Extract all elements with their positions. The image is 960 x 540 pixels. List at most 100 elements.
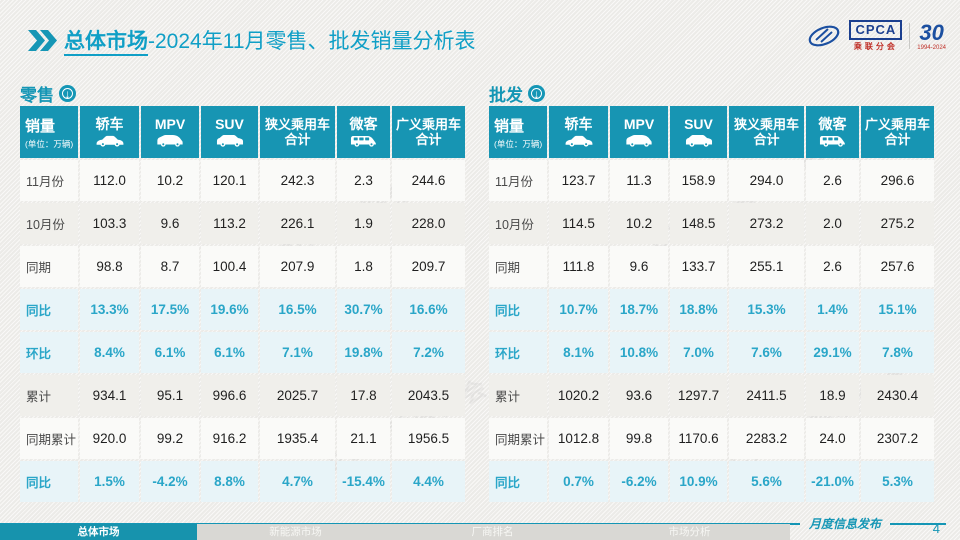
logo-anniversary-number: 30 [919,19,944,45]
column-header-label: 狭义乘用车 合计 [264,117,330,147]
bottom-tab[interactable]: 新能源市场 [269,526,322,538]
column-header: 广义乘用车 合计 [392,106,465,158]
value-cell: 19.6% [201,289,258,330]
value-cell: -6.2% [610,461,668,502]
row-label-cell: 10月份 [489,203,547,244]
row-label-cell: 同期 [489,246,547,287]
value-cell: 15.3% [729,289,804,330]
value-cell: 294.0 [729,160,804,201]
value-cell: 5.3% [861,461,934,502]
sales-unit: (单位：万辆) [25,138,74,149]
row-label-cell: 同比 [20,289,78,330]
column-header-label: 轿车 [564,116,593,132]
value-cell: -21.0% [806,461,859,502]
value-cell: 93.6 [610,375,668,416]
value-cell: 120.1 [201,160,258,201]
value-cell: 158.9 [670,160,727,201]
section-label: 批发 [489,86,523,105]
row-label-cell: 同期累计 [489,418,547,459]
bottom-tab[interactable]: 厂商排名 [471,526,514,538]
column-header: 轿车 [80,106,139,158]
value-cell: 16.6% [392,289,465,330]
value-cell: 8.4% [80,332,139,373]
bottom-tabbar: 总体市场 新能源市场 厂商排名 市场分析 [0,524,790,540]
column-header: SUV [670,106,727,158]
value-cell: 2.6 [806,246,859,287]
value-cell: 1.4% [806,289,859,330]
logo-anniversary-years: 1994-2024 [917,44,946,51]
value-cell: 996.6 [201,375,258,416]
value-cell: 5.6% [729,461,804,502]
value-cell: 99.8 [610,418,668,459]
footer-line [0,522,800,525]
value-cell: 2411.5 [729,375,804,416]
value-cell: 16.5% [260,289,335,330]
page-title-rest: -2024年11月零售、批发销量分析表 [148,30,476,53]
wholesale-sales-table: 销量 (单位：万辆) 轿车 MPV SUV 狭义乘用车 合计 微客 广义乘用车 合计 11月份 123… [489,106,935,502]
value-cell: 99.2 [141,418,199,459]
value-cell: 2.3 [337,160,390,201]
value-cell: 1.8 [337,246,390,287]
column-header: MPV [610,106,668,158]
value-cell: 228.0 [392,203,465,244]
value-cell: 4.7% [260,461,335,502]
value-cell: 6.1% [201,332,258,373]
page-title: 总体市场-2024年11月零售、批发销量分析表 [64,25,476,56]
column-header-label: MPV [623,116,655,132]
column-header-sales: 销量 (单位：万辆) [489,106,547,158]
suv-icon [215,134,245,147]
value-cell: 2430.4 [861,375,934,416]
cpca-logo: CPCA 乘联分会 30 1994-2024 [806,16,946,56]
column-header: 微客 [337,106,390,158]
column-header: 广义乘用车 合计 [861,106,934,158]
value-cell: 10.7% [549,289,608,330]
value-cell: 1020.2 [549,375,608,416]
value-cell: 6.1% [141,332,199,373]
logo-anniversary: 30 1994-2024 [917,19,946,51]
value-cell: 100.4 [201,246,258,287]
value-cell: 8.1% [549,332,608,373]
value-cell: 114.5 [549,203,608,244]
row-label-cell: 11月份 [20,160,78,201]
column-header: 轿车 [549,106,608,158]
value-cell: 17.5% [141,289,199,330]
footer-note: 月度信息发布 [808,517,881,531]
minibus-icon [818,134,848,147]
logo-subtitle: 乘联分会 [853,42,898,51]
suv-icon [684,134,714,147]
download-arrow-icon: ↓ [59,85,76,102]
value-cell: 18.9 [806,375,859,416]
section-label: 零售 [20,86,54,105]
value-cell: 11.3 [610,160,668,201]
value-cell: 103.3 [80,203,139,244]
sedan-icon [95,134,125,147]
value-cell: 2283.2 [729,418,804,459]
value-cell: 226.1 [260,203,335,244]
bottom-tab[interactable]: 市场分析 [668,526,711,538]
logo-cpca-text: CPCA [849,20,903,40]
value-cell: 1.9 [337,203,390,244]
value-cell: 1935.4 [260,418,335,459]
mpv-icon [155,134,185,147]
column-header-label: SUV [684,116,713,132]
value-cell: 0.7% [549,461,608,502]
value-cell: 934.1 [80,375,139,416]
bottom-tab[interactable]: 总体市场 [0,524,197,540]
sedan-icon [564,134,594,147]
value-cell: 7.1% [260,332,335,373]
value-cell: 2307.2 [861,418,934,459]
value-cell: -15.4% [337,461,390,502]
value-cell: 275.2 [861,203,934,244]
value-cell: 2043.5 [392,375,465,416]
value-cell: 111.8 [549,246,608,287]
value-cell: 95.1 [141,375,199,416]
value-cell: 2025.7 [260,375,335,416]
column-header-sales: 销量 (单位：万辆) [20,106,78,158]
value-cell: 1170.6 [670,418,727,459]
value-cell: 10.2 [141,160,199,201]
value-cell: 2.0 [806,203,859,244]
row-label-cell: 同比 [20,461,78,502]
value-cell: 29.1% [806,332,859,373]
column-header: SUV [201,106,258,158]
